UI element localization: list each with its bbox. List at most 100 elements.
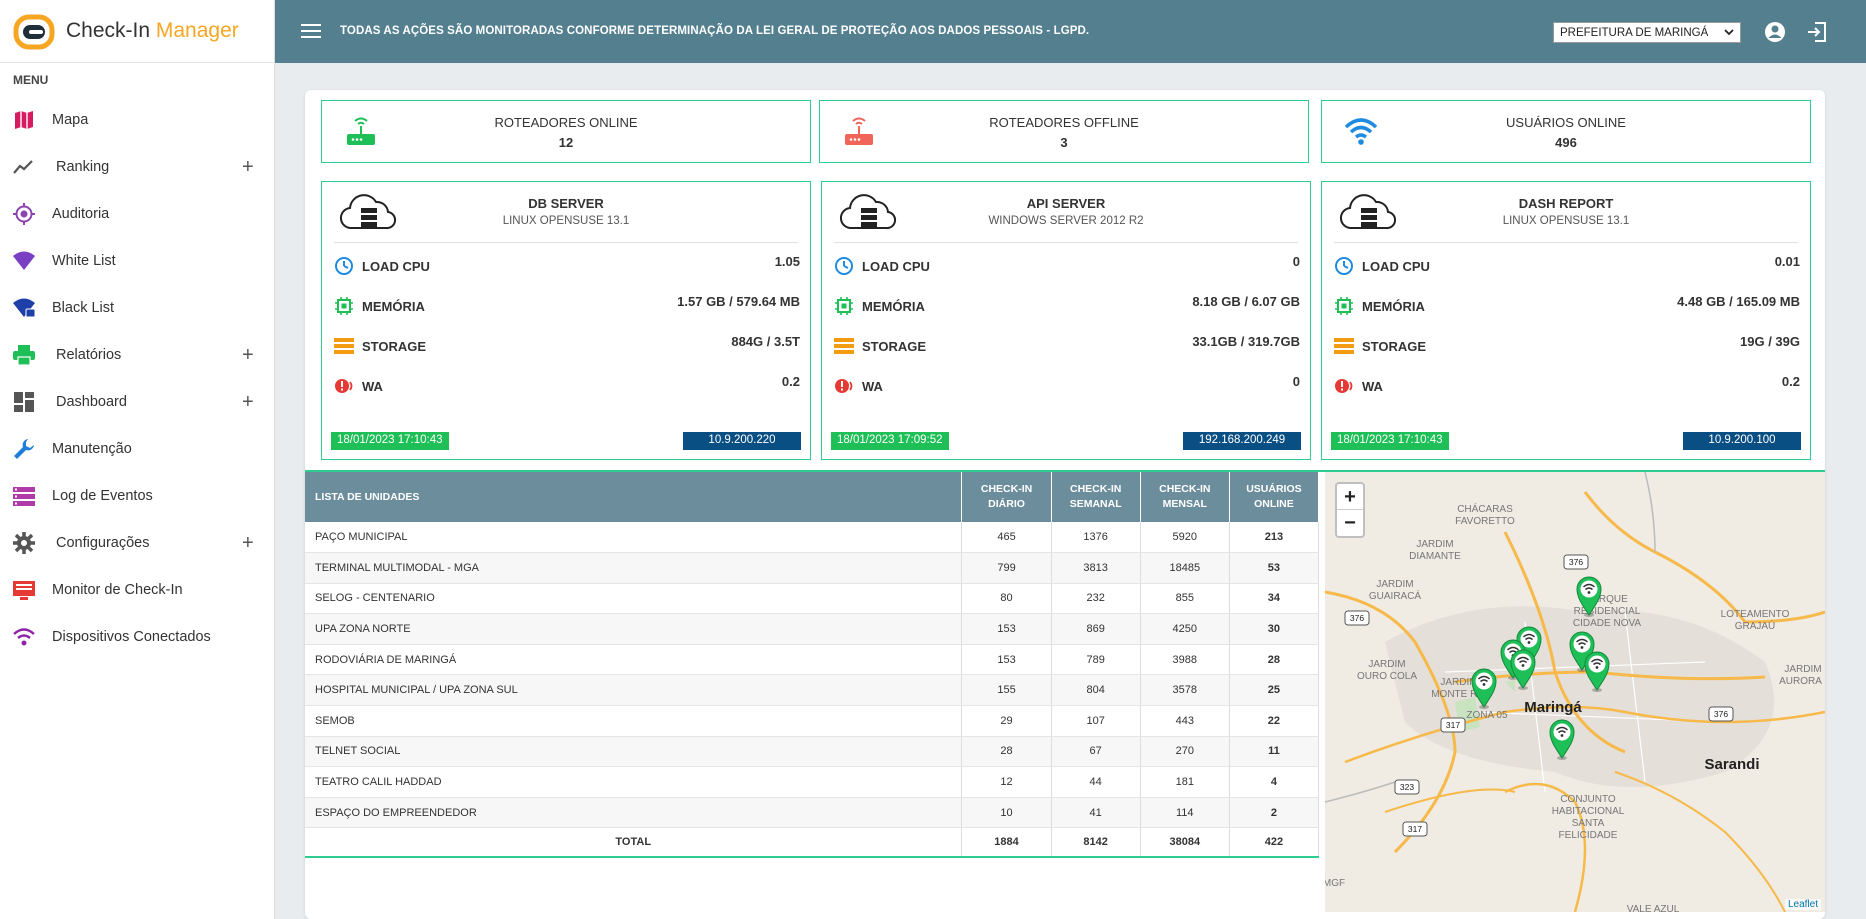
- sidebar-item-manutencao[interactable]: Manutenção: [0, 429, 275, 469]
- map-canvas[interactable]: CHÁCARAS FAVORETTO JARDIM DIAMANTE JARDIM GUA…: [1325, 472, 1825, 912]
- sidebar-item-log-eventos[interactable]: Log de Eventos: [0, 476, 275, 516]
- server-os: WINDOWS SERVER 2012 R2: [988, 215, 1144, 227]
- table-row[interactable]: PAÇO MUNICIPAL 465 1376 5920 213: [305, 522, 1320, 554]
- col-header-checkin-diario[interactable]: CHECK-IN DIÁRIO: [961, 472, 1052, 522]
- cell-checkin-semanal: 3813: [1051, 552, 1141, 584]
- cell-checkin-mensal: 855: [1140, 583, 1230, 615]
- user-account-icon[interactable]: [1764, 21, 1786, 43]
- server-os: LINUX OPENSUSE 13.1: [1502, 215, 1630, 227]
- sidebar-item-mapa[interactable]: Mapa: [0, 100, 275, 140]
- table-row[interactable]: HOSPITAL MUNICIPAL / UPA ZONA SUL 155 804 3…: [305, 674, 1320, 707]
- cell-checkin-semanal: 44: [1051, 766, 1141, 798]
- col-header-checkin-mensal[interactable]: CHECK-IN MENSAL: [1140, 472, 1230, 522]
- expand-icon[interactable]: +: [242, 344, 254, 366]
- zoom-out-button[interactable]: −: [1344, 512, 1356, 534]
- ip-badge: 10.9.200.220: [683, 432, 801, 450]
- server-name: DASH REPORT: [1518, 196, 1614, 211]
- svg-text:317: 317: [1446, 720, 1460, 730]
- dashboard-icon: [14, 392, 34, 412]
- cell-checkin-mensal: 4250: [1140, 613, 1230, 645]
- hamburger-menu-icon[interactable]: [301, 23, 321, 39]
- table-row[interactable]: SEMOB 29 107 443 22: [305, 705, 1320, 737]
- cell-usuarios-online: 53: [1229, 552, 1320, 584]
- cell-usuarios-online: 422: [1229, 827, 1320, 858]
- col-header-usuarios-online[interactable]: USUÁRIOS ONLINE: [1229, 472, 1320, 522]
- cell-checkin-mensal: 114: [1140, 797, 1230, 829]
- cell-usuarios-online: 30: [1229, 613, 1320, 645]
- logout-icon[interactable]: [1806, 21, 1828, 43]
- stat-title: ROTEADORES OFFLINE: [989, 115, 1139, 130]
- row-memoria: MEMÓRIA 1.57 GB / 579.64 MB: [334, 294, 800, 316]
- expand-icon[interactable]: +: [242, 156, 254, 178]
- cpu-load-icon: [1335, 257, 1353, 275]
- city-select[interactable]: PREFEITURA DE MARINGÁ: [1553, 22, 1741, 43]
- brand[interactable]: Check-In Manager: [0, 0, 274, 63]
- wifi-icon: [13, 251, 35, 270]
- table-row[interactable]: TEATRO CALIL HADDAD 12 44 181 4: [305, 766, 1320, 798]
- cell-checkin-diario: 28: [961, 736, 1052, 768]
- sidebar-item-auditoria[interactable]: Auditoria: [0, 194, 275, 234]
- sidebar-item-dashboard[interactable]: Dashboard +: [0, 382, 275, 422]
- wifi-map-marker-icon[interactable]: [1576, 576, 1602, 617]
- printer-icon: [13, 345, 35, 366]
- wifi-map-marker-icon[interactable]: [1549, 719, 1575, 760]
- wifi-map-marker-icon[interactable]: [1510, 649, 1536, 690]
- sidebar-item-dispositivos[interactable]: Dispositivos Conectados: [0, 617, 275, 657]
- table-row[interactable]: UPA ZONA NORTE 153 869 4250 30: [305, 613, 1320, 645]
- stat-value: 3: [1060, 135, 1068, 150]
- cell-unit-name: SELOG - CENTENARIO: [305, 583, 963, 615]
- cell-checkin-diario: 1884: [961, 827, 1052, 858]
- map-label: ZONA 05: [1466, 710, 1508, 721]
- gear-icon: [13, 532, 35, 554]
- timestamp-badge: 18/01/2023 17:09:52: [831, 432, 949, 450]
- sidebar-item-black-list[interactable]: Black List: [0, 288, 275, 328]
- map-attribution[interactable]: Leaflet: [1784, 899, 1821, 910]
- table-total-row: TOTAL 1884 8142 38084 422: [305, 827, 1320, 858]
- map-label: MGF: [1325, 878, 1345, 889]
- zoom-in-button[interactable]: +: [1337, 484, 1363, 510]
- route-shield: 317: [1440, 717, 1466, 733]
- separator: [1334, 242, 1798, 243]
- wifi-map-marker-icon[interactable]: [1584, 651, 1610, 692]
- wifi-map-marker-icon[interactable]: [1471, 668, 1497, 709]
- cell-checkin-semanal: 107: [1051, 705, 1141, 737]
- map-label: CONJUNTO HABITACIONAL SANTA FELICIDADE: [1552, 794, 1625, 841]
- map[interactable]: CHÁCARAS FAVORETTO JARDIM DIAMANTE JARDIM GUA…: [1325, 472, 1825, 912]
- table-row[interactable]: TELNET SOCIAL 28 67 270 11: [305, 736, 1320, 768]
- table-row[interactable]: SELOG - CENTENARIO 80 232 855 34: [305, 583, 1320, 615]
- city-select-value: PREFEITURA DE MARINGÁ: [1560, 26, 1709, 39]
- cell-checkin-diario: 153: [961, 644, 1052, 676]
- route-shield: 376: [1563, 554, 1589, 570]
- table-row[interactable]: TERMINAL MULTIMODAL - MGA 799 3813 18485 53: [305, 552, 1320, 584]
- cloud-server-icon: [1340, 194, 1397, 230]
- section-divider: [305, 470, 1825, 472]
- expand-icon[interactable]: +: [242, 532, 254, 554]
- row-load-cpu: LOAD CPU 0.01: [1334, 254, 1800, 276]
- sidebar-item-monitor-checkin[interactable]: Monitor de Check-In: [0, 570, 275, 610]
- wrench-icon: [14, 439, 34, 459]
- cell-unit-name: TELNET SOCIAL: [305, 736, 963, 768]
- router-offline-icon: [845, 117, 873, 145]
- row-wa: WA 0.2: [1334, 374, 1800, 396]
- alert-icon: [1335, 379, 1353, 393]
- cell-checkin-semanal: 67: [1051, 736, 1141, 768]
- memory-chip-icon: [1335, 297, 1353, 315]
- sidebar-item-configuracoes[interactable]: Configurações +: [0, 523, 275, 563]
- cell-checkin-diario: 155: [961, 674, 1052, 707]
- sidebar-item-white-list[interactable]: White List: [0, 241, 275, 281]
- sidebar-item-ranking[interactable]: Ranking +: [0, 147, 275, 187]
- cell-checkin-semanal: 804: [1051, 674, 1141, 707]
- expand-icon[interactable]: +: [242, 391, 254, 413]
- col-header-checkin-semanal[interactable]: CHECK-IN SEMANAL: [1051, 472, 1141, 522]
- cell-checkin-semanal: 232: [1051, 583, 1141, 615]
- sidebar-item-relatorios[interactable]: Relatórios +: [0, 335, 275, 375]
- stat-routers-online: ROTEADORES ONLINE 12: [321, 100, 811, 163]
- table-row[interactable]: ESPAÇO DO EMPREENDEDOR 10 41 114 2: [305, 797, 1320, 829]
- server-name: API SERVER: [1026, 196, 1106, 211]
- table-row[interactable]: RODOVIÁRIA DE MARINGÁ 153 789 3988 28: [305, 644, 1320, 676]
- cell-usuarios-online: 34: [1229, 583, 1320, 615]
- cell-checkin-mensal: 3988: [1140, 644, 1230, 676]
- map-label: PARQUE RESIDENCIAL CIDADE NOVA: [1573, 594, 1641, 629]
- col-header-unidades[interactable]: LISTA DE UNIDADES: [305, 472, 963, 522]
- map-label: JARDIM AURORA I: [1779, 664, 1825, 687]
